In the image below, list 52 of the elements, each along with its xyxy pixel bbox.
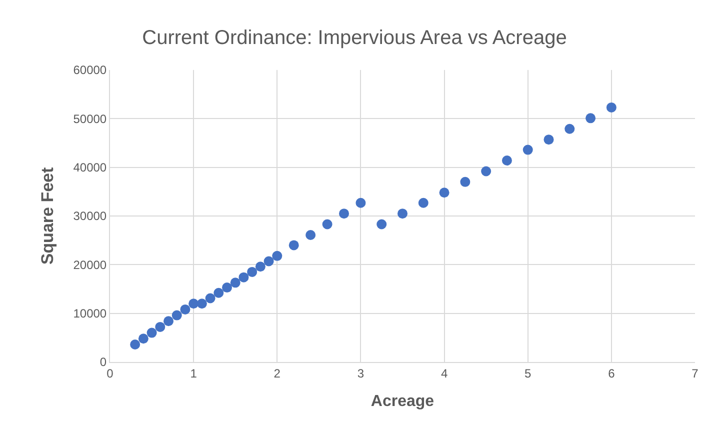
x-tick-label: 7 xyxy=(692,366,699,380)
point xyxy=(180,304,190,314)
point xyxy=(205,293,216,304)
point xyxy=(418,198,428,208)
point xyxy=(322,219,332,230)
point xyxy=(230,278,240,288)
point xyxy=(247,266,258,277)
point xyxy=(255,262,266,272)
x-tick-label: 5 xyxy=(524,366,532,380)
point xyxy=(164,316,174,326)
point xyxy=(196,298,207,309)
y-tick-label: 60000 xyxy=(73,63,107,78)
y-tick-label: 20000 xyxy=(73,258,107,272)
point xyxy=(564,124,575,134)
point xyxy=(306,230,316,240)
point xyxy=(606,102,616,112)
point xyxy=(155,322,166,332)
y-tick-label: 40000 xyxy=(73,160,107,175)
point xyxy=(272,250,282,261)
point xyxy=(264,256,274,266)
chart-title: Current Ordinance: Impervious Area vs Acreage xyxy=(142,26,567,49)
point xyxy=(172,310,182,320)
y-tick-label: 50000 xyxy=(73,112,107,126)
x-axis-title: Acreage xyxy=(370,393,434,410)
point xyxy=(130,339,140,350)
point xyxy=(339,208,349,219)
point xyxy=(398,208,408,219)
point xyxy=(544,134,554,145)
point xyxy=(376,219,387,230)
y-tick-label: 30000 xyxy=(73,209,107,224)
x-tick-label: 2 xyxy=(274,366,281,380)
point xyxy=(238,272,249,282)
point xyxy=(481,166,492,176)
y-axis-title: Square Feet xyxy=(38,167,57,265)
point xyxy=(460,176,470,187)
point xyxy=(586,113,596,124)
point xyxy=(222,282,232,293)
point xyxy=(138,334,148,344)
point xyxy=(439,188,450,198)
x-tick-label: 1 xyxy=(190,366,198,380)
x-tick-label: 4 xyxy=(440,366,448,380)
point xyxy=(188,298,199,309)
y-tick-label: 0 xyxy=(100,355,107,370)
x-tick-label: 3 xyxy=(357,366,364,380)
point xyxy=(288,240,299,250)
point xyxy=(502,156,512,166)
x-tick-label: 6 xyxy=(608,366,616,380)
point xyxy=(356,198,366,208)
point xyxy=(522,144,533,155)
point xyxy=(214,288,224,298)
point xyxy=(146,328,157,338)
y-tick-label: 10000 xyxy=(73,306,107,321)
